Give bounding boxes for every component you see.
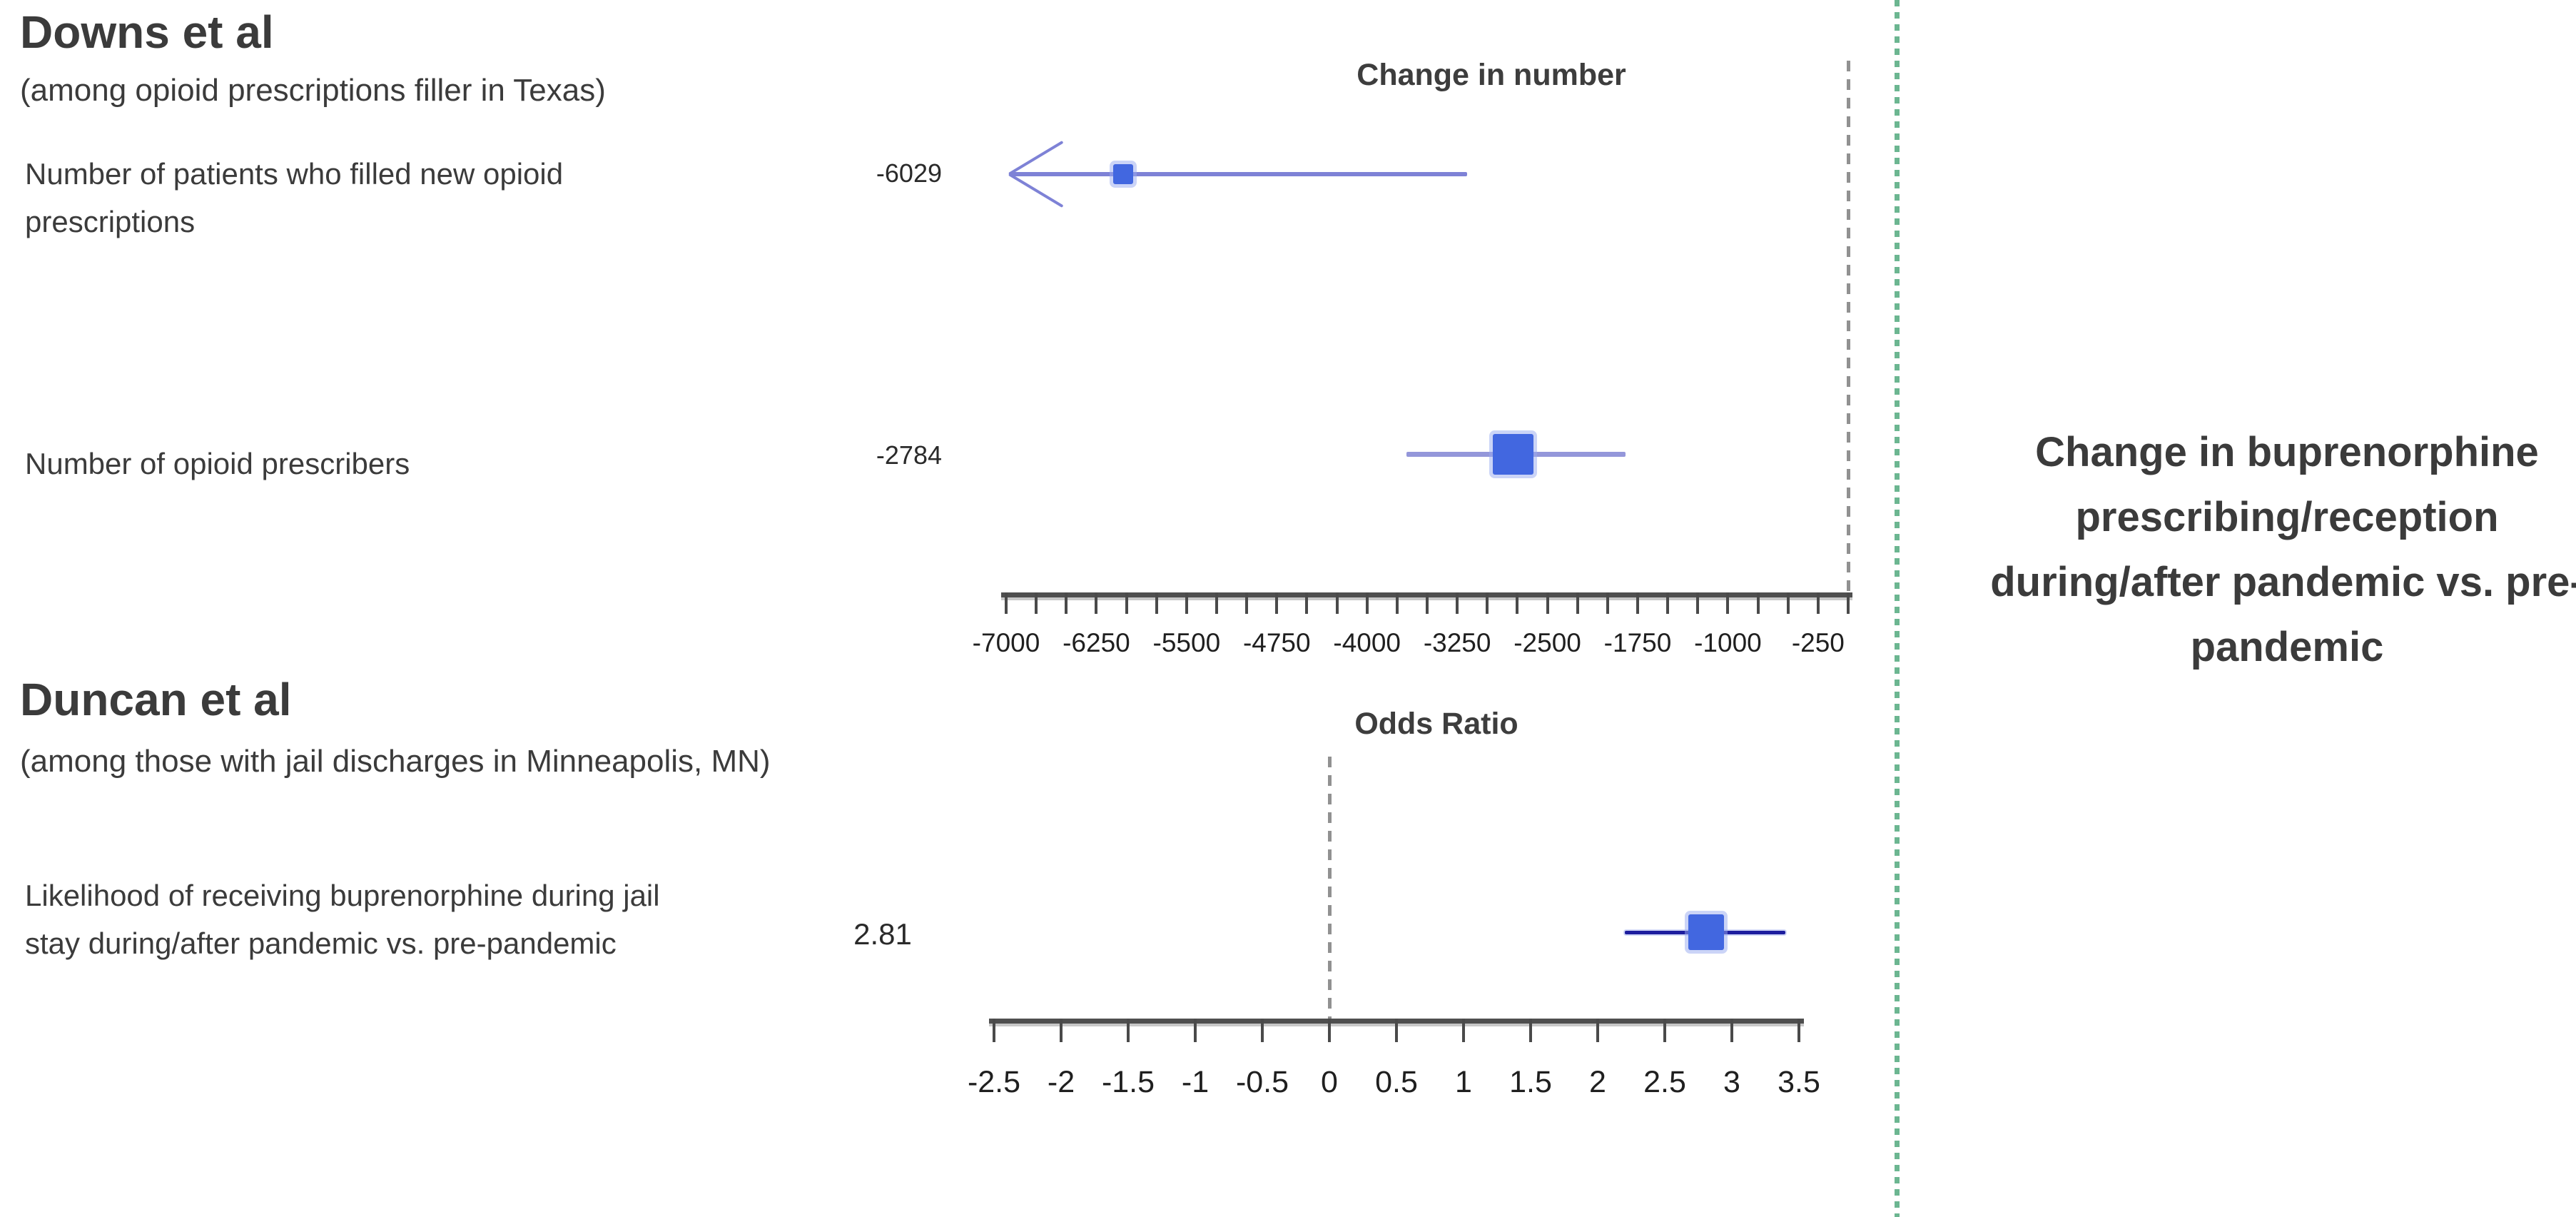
axis-tick — [1185, 592, 1188, 614]
axis-tick — [1125, 592, 1128, 614]
axis-tick — [1606, 592, 1609, 614]
axis-tick — [1395, 1019, 1398, 1042]
section-note-downs: (among opioid prescriptions filler in Te… — [20, 73, 606, 108]
estimate-value-duncan-1: 2.81 — [853, 917, 912, 951]
axis-tick-label: -250 — [1791, 628, 1845, 657]
axis-tick-label: -1000 — [1694, 628, 1762, 657]
axis-tick — [1816, 592, 1820, 614]
axis-tick — [1305, 592, 1309, 614]
axis-tick — [1696, 592, 1700, 614]
axis-tick-label: -1.5 — [1101, 1065, 1155, 1099]
axis-tick — [1095, 592, 1098, 614]
axis-tick-label: -3250 — [1423, 628, 1491, 657]
ci-arrow-barb — [1008, 140, 1064, 176]
section-title-duncan: Duncan et al — [20, 674, 292, 725]
axis-tick — [1035, 592, 1038, 614]
axis-tick — [1596, 1019, 1599, 1042]
axis-tick-label: -5500 — [1152, 628, 1221, 657]
axis-tick — [1576, 592, 1579, 614]
section-note-duncan: (among those with jail discharges in Min… — [20, 744, 771, 779]
ci-arrow-barb — [1008, 173, 1064, 208]
axis-title-odds-ratio: Odds Ratio — [1354, 707, 1518, 741]
axis-tick — [1486, 592, 1489, 614]
axis-tick — [1065, 592, 1068, 614]
axis-tick-label: 3.5 — [1778, 1065, 1820, 1099]
row-label-downs-1: Number of patients who filled new opioid… — [25, 157, 564, 238]
axis-title-change-in-number: Change in number — [1357, 58, 1626, 92]
row-label-downs-2: Number of opioid prescribers — [25, 447, 410, 480]
axis-tick — [1275, 592, 1279, 614]
zero-reference-line — [1328, 757, 1332, 1024]
axis-tick — [1261, 1019, 1264, 1042]
axis-tick — [1215, 592, 1218, 614]
forest-marker — [1688, 914, 1725, 950]
confidence-interval-line — [1009, 172, 1467, 176]
axis-tick-label: 3 — [1723, 1065, 1740, 1099]
axis-tick — [1730, 1019, 1733, 1042]
axis-tick — [1529, 1019, 1532, 1042]
axis-tick-label: -6250 — [1063, 628, 1130, 657]
axis-tick — [1245, 592, 1249, 614]
axis-tick — [1127, 1019, 1130, 1042]
right-annotation-text: Change in buprenorphine prescribing/rece… — [1990, 429, 2576, 670]
axis-tick-label: -1750 — [1603, 628, 1672, 657]
forest-marker — [1493, 433, 1534, 475]
axis-tick-label: 1.5 — [1509, 1065, 1552, 1099]
axis-tick — [1756, 592, 1760, 614]
axis-tick — [1726, 592, 1730, 614]
axis-tick-label: -2500 — [1513, 628, 1581, 657]
axis-tick — [1005, 592, 1008, 614]
axis-tick — [993, 1019, 995, 1042]
axis-tick-label: 2.5 — [1643, 1065, 1686, 1099]
row-label-duncan-1: Likelihood of receiving buprenorphine du… — [25, 879, 660, 960]
axis-tick — [1395, 592, 1399, 614]
axis-tick-label: 0 — [1321, 1065, 1338, 1099]
axis-tick-label: -2.5 — [967, 1065, 1021, 1099]
axis-tick — [1462, 1019, 1465, 1042]
axis-tick-label: -7000 — [972, 628, 1040, 657]
forest-marker — [1112, 164, 1133, 184]
axis-tick-label: 0.5 — [1375, 1065, 1418, 1099]
axis-tick — [1194, 1019, 1197, 1042]
axis-tick — [1456, 592, 1459, 614]
estimate-value-downs-1: -6029 — [876, 158, 942, 188]
axis-tick — [1335, 592, 1339, 614]
axis-tick — [1155, 592, 1158, 614]
estimate-value-downs-2: -2784 — [876, 440, 942, 470]
axis-tick — [1365, 592, 1369, 614]
axis-tick-label: -1 — [1181, 1065, 1210, 1099]
axis-tick — [1060, 1019, 1063, 1042]
axis-tick — [1786, 592, 1790, 614]
axis-tick-label: 1 — [1455, 1065, 1472, 1099]
axis-tick-label: -0.5 — [1235, 1065, 1289, 1099]
axis-tick — [1636, 592, 1639, 614]
axis-tick — [1426, 592, 1429, 614]
axis-tick — [1666, 592, 1670, 614]
axis-tick-label: -4750 — [1242, 628, 1311, 657]
axis-tick — [1663, 1019, 1666, 1042]
axis-tick — [1516, 592, 1519, 614]
zero-reference-line — [1847, 61, 1850, 597]
section-title-downs: Downs et al — [20, 6, 274, 58]
green-dotted-divider — [1895, 0, 1900, 1217]
axis-tick-label: -2 — [1047, 1065, 1075, 1099]
axis-tick-label: 2 — [1589, 1065, 1606, 1099]
axis-tick-label: -4000 — [1333, 628, 1401, 657]
axis-tick — [1546, 592, 1549, 614]
axis-tick — [1328, 1019, 1331, 1042]
axis-tick — [1847, 592, 1850, 614]
axis-tick — [1797, 1019, 1800, 1042]
